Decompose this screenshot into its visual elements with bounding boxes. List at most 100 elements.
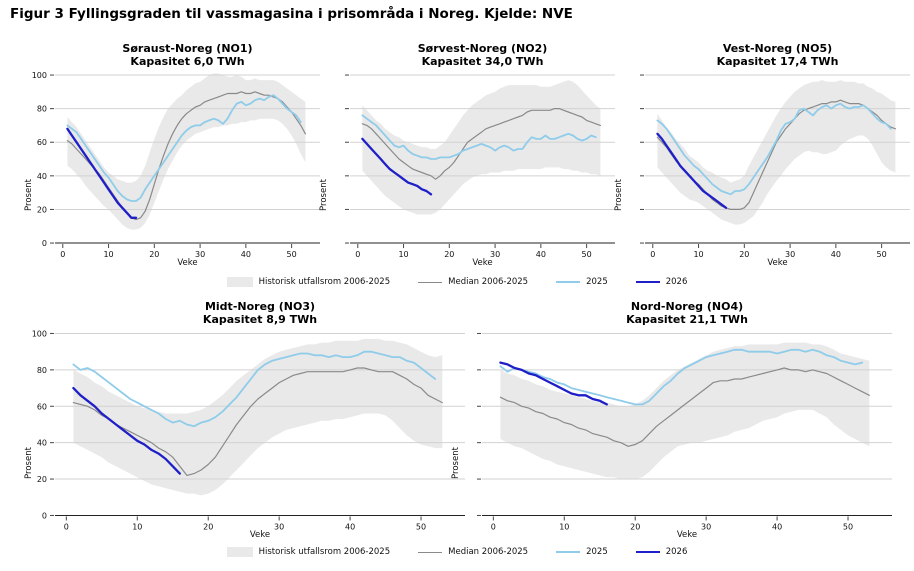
x-tick-label: 50: [877, 250, 887, 259]
y-axis-label: Prosent: [24, 179, 34, 211]
line-2026: [72, 386, 181, 475]
line-2025: [361, 114, 597, 160]
x-axis-label: Veke: [177, 258, 198, 268]
median-line: [499, 367, 870, 447]
historic-range-band: [657, 80, 896, 225]
line-2026-swatch-icon: [635, 281, 660, 283]
legend-item-2025: 2025: [556, 547, 608, 557]
y-axis-label: Prosent: [614, 179, 624, 211]
x-tick-label: 30: [785, 250, 795, 259]
line-2025: [656, 102, 892, 196]
legend-label: Historisk utfallsrom 2006-2025: [258, 277, 391, 287]
line-2026: [656, 132, 728, 209]
figure-title: Figur 3 Fyllingsgraden til vassmagasina …: [10, 6, 573, 22]
y-tick-label: 60: [37, 138, 47, 147]
chart-subtitle: Kapasitet 8,9 TWh: [202, 313, 318, 326]
line-2025: [499, 348, 864, 406]
legend-item-median: Median 2006-2025: [418, 547, 528, 557]
band-swatch-icon: [226, 277, 253, 287]
x-tick-label: 30: [195, 250, 205, 259]
y-axis-label: Prosent: [451, 447, 461, 479]
line-2026: [499, 361, 608, 406]
y-tick-label: 100: [32, 329, 47, 338]
legend-label: Median 2006-2025: [448, 547, 529, 557]
legend-top: Historisk utfallsrom 2006-2025 Median 20…: [0, 277, 914, 287]
plot-area: 0 10 20 30 40 50: [640, 74, 910, 259]
legend-label: Median 2006-2025: [448, 277, 529, 287]
x-tick-label: 20: [444, 250, 454, 259]
x-tick-label: 10: [398, 250, 408, 259]
line-2025: [72, 350, 437, 428]
line-2026: [66, 127, 138, 219]
x-tick-label: 30: [490, 250, 500, 259]
y-tick-label: 20: [37, 475, 47, 484]
y-tick-label: 80: [37, 105, 47, 114]
y-tick-label: 0: [42, 511, 47, 520]
chart-subtitle: Kapasitet 21,1 TWh: [626, 313, 748, 326]
y-tick-label: 20: [37, 205, 47, 214]
x-tick-label: 10: [693, 250, 703, 259]
chart-no3: Midt-Noreg (NO3) Kapasitet 8,9 TWh Prose…: [17, 300, 467, 540]
y-tick-label: 60: [37, 402, 47, 411]
legend-label: 2026: [665, 547, 688, 557]
legend-item-2025: 2025: [556, 277, 608, 287]
legend-item-band: Historisk utfallsrom 2006-2025: [226, 277, 391, 287]
chart-title-block: Sørvest-Noreg (NO2) Kapasitet 34,0 TWh: [350, 42, 615, 68]
legend-item-median: Median 2006-2025: [418, 277, 528, 287]
x-axis-label: Veke: [249, 530, 271, 540]
median-line: [72, 367, 443, 476]
legend-label: 2025: [586, 547, 608, 557]
x-tick-label: 20: [630, 522, 640, 531]
plot-area: 0 10 20 30 40 50: [345, 74, 615, 259]
x-tick-label: 0: [64, 522, 69, 531]
legend-bottom: Historisk utfallsrom 2006-2025 Median 20…: [0, 547, 914, 557]
chart-title: Sørvest-Noreg (NO2): [417, 42, 548, 55]
x-axis-label: Veke: [472, 258, 493, 268]
x-tick-label: 50: [843, 522, 853, 531]
x-tick-label: 0: [650, 250, 655, 259]
x-tick-label: 50: [287, 250, 297, 259]
x-tick-label: 10: [103, 250, 113, 259]
chart-no1: Søraust-Noreg (NO1) Kapasitet 6,0 TWh Pr…: [17, 42, 321, 268]
y-tick-label: 40: [37, 439, 47, 448]
chart-subtitle: Kapasitet 34,0 TWh: [421, 55, 544, 68]
x-tick-label: 0: [355, 250, 360, 259]
chart-title: Søraust-Noreg (NO1): [122, 42, 253, 55]
chart-title-block: Midt-Noreg (NO3) Kapasitet 8,9 TWh: [55, 300, 465, 326]
line-2025-swatch-icon: [556, 281, 581, 283]
y-tick-label: 80: [37, 366, 47, 375]
median-line: [361, 107, 601, 180]
x-tick-label: 10: [132, 522, 142, 531]
x-tick-label: 50: [416, 522, 426, 531]
y-axis-label: Prosent: [319, 179, 329, 211]
chart-title: Vest-Noreg (NO5): [722, 42, 833, 55]
legend-label: 2026: [665, 277, 688, 287]
y-tick-label: 100: [32, 71, 47, 80]
x-tick-label: 20: [149, 250, 159, 259]
chart-subtitle: Kapasitet 6,0 TWh: [130, 55, 245, 68]
historic-range-band: [500, 342, 870, 480]
x-axis-label: Veke: [676, 530, 698, 540]
legend-label: 2025: [586, 277, 608, 287]
legend-item-2026: 2026: [635, 547, 688, 557]
chart-no5: Vest-Noreg (NO5) Kapasitet 17,4 TWh Pros…: [607, 42, 911, 268]
legend-label: Historisk utfallsrom 2006-2025: [258, 547, 391, 557]
x-tick-label: 40: [772, 522, 782, 531]
historic-range-band: [362, 80, 601, 215]
chart-title-block: Vest-Noreg (NO5) Kapasitet 17,4 TWh: [645, 42, 910, 68]
chart-title: Nord-Noreg (NO4): [630, 300, 744, 313]
chart-title-block: Nord-Noreg (NO4) Kapasitet 21,1 TWh: [482, 300, 892, 326]
line-2026-swatch-icon: [635, 551, 660, 553]
line-2025: [66, 94, 302, 202]
x-tick-label: 40: [831, 250, 841, 259]
median-line-swatch-icon: [418, 281, 443, 283]
band-swatch-icon: [226, 547, 253, 557]
chart-title-block: Søraust-Noreg (NO1) Kapasitet 6,0 TWh: [55, 42, 320, 68]
x-tick-label: 20: [739, 250, 749, 259]
x-tick-label: 20: [203, 522, 213, 531]
y-tick-label: 0: [42, 239, 47, 248]
historic-range-band: [67, 73, 306, 230]
x-tick-label: 40: [536, 250, 546, 259]
historic-range-band: [73, 338, 443, 496]
x-axis-label: Veke: [767, 258, 788, 268]
